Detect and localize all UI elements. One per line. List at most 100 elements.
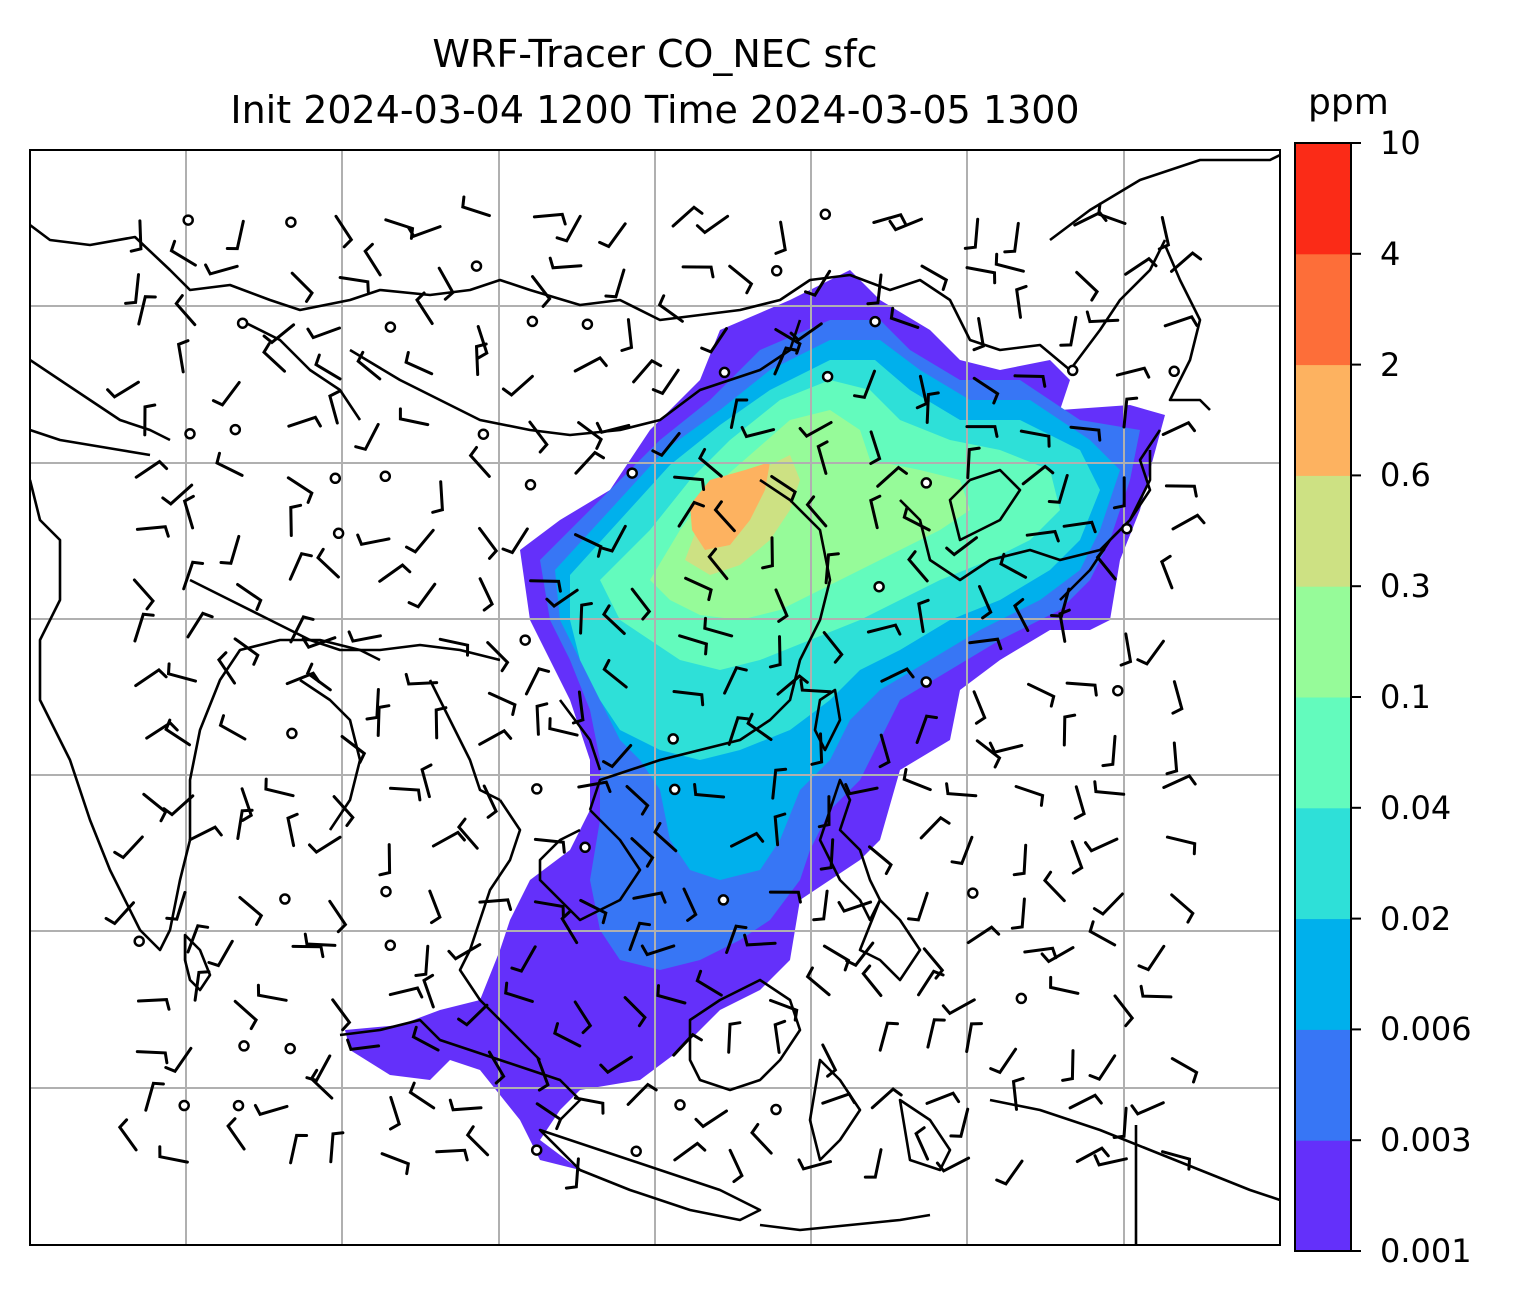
wind-barb <box>684 576 713 602</box>
colorbar-tick-label: 10 <box>1380 124 1421 162</box>
wind-barb <box>316 547 340 579</box>
colorbar-frame <box>1294 142 1352 1252</box>
calm-circle <box>626 467 638 479</box>
wind-barb <box>878 1021 899 1052</box>
wind-barb <box>164 718 191 747</box>
wind-barb <box>876 465 908 488</box>
calm-circle <box>531 783 543 795</box>
wind-barb <box>656 984 687 1005</box>
wind-barb <box>653 821 678 853</box>
wind-barb <box>532 212 567 226</box>
wind-barb <box>1097 202 1127 225</box>
wind-barb <box>164 1046 193 1074</box>
wind-barb <box>461 195 491 218</box>
calm-circle <box>718 366 731 379</box>
wind-barb <box>681 265 715 279</box>
wind-barb <box>1130 1101 1165 1116</box>
calm-circle <box>579 841 591 854</box>
colorbar-tick-label: 2 <box>1380 345 1401 384</box>
wind-barb <box>447 943 482 961</box>
calm-circle <box>630 1145 642 1158</box>
wind-barb <box>1119 632 1133 667</box>
wind-barb <box>968 637 1003 651</box>
wind-barb <box>805 966 831 997</box>
calm-circle <box>182 214 194 226</box>
wind-barb <box>682 887 698 922</box>
wind-barb <box>837 900 873 913</box>
wind-barb <box>1163 314 1199 328</box>
colorbar-tick-label: 0.04 <box>1380 788 1452 827</box>
colorbar <box>1295 142 1361 1252</box>
wind-barb <box>773 812 787 847</box>
map-title-line2: Init 2024-03-04 1200 Time 2024-03-05 130… <box>230 88 1080 132</box>
wind-barb <box>728 264 754 295</box>
wind-barb <box>1075 1146 1110 1163</box>
wind-barb <box>288 551 313 581</box>
calm-circle <box>674 1099 686 1111</box>
wind-barb <box>1023 946 1058 960</box>
calm-circle <box>380 885 392 898</box>
wind-barb <box>287 415 322 428</box>
wind-barb <box>434 706 448 740</box>
wind-barb <box>291 944 325 959</box>
wind-barb <box>478 728 513 746</box>
wind-barb <box>135 525 170 538</box>
wind-barb <box>774 328 802 355</box>
calm-circles <box>133 208 1180 1158</box>
wind-barb <box>1088 1054 1117 1082</box>
wind-barb <box>378 563 412 583</box>
wind-barb <box>137 295 157 326</box>
wind-barb <box>218 714 247 741</box>
gridlines <box>30 150 1280 1245</box>
wind-barb <box>919 815 951 840</box>
wind-barb <box>816 440 829 475</box>
tracer-plume <box>345 270 1165 1170</box>
wind-barb <box>902 768 932 792</box>
colorbar-segment <box>1295 143 1351 255</box>
wind-barb <box>853 369 876 399</box>
wind-barb <box>573 1096 605 1115</box>
wind-barb <box>420 763 433 799</box>
wind-barb <box>1025 529 1060 543</box>
colorbar-tick-label: 0.3 <box>1380 567 1431 606</box>
wind-barb <box>533 837 566 854</box>
wind-barb <box>920 264 949 291</box>
wind-barb <box>880 667 915 683</box>
wind-barb <box>137 998 171 1011</box>
wind-barb <box>1040 946 1075 964</box>
wind-barb <box>700 327 728 354</box>
wind-barb <box>286 476 314 504</box>
wind-barb <box>817 795 831 829</box>
wind-barb <box>972 376 1000 405</box>
colorbar-segment <box>1295 1140 1351 1252</box>
wind-barb <box>768 890 802 904</box>
wind-barb <box>1062 713 1077 747</box>
wind-barb <box>305 1054 332 1083</box>
wind-barb <box>770 475 797 503</box>
calm-circle <box>524 479 537 491</box>
wind-barb <box>776 674 809 696</box>
wind-barb <box>1011 1076 1025 1111</box>
calm-circle <box>920 676 932 688</box>
calm-circle <box>873 580 885 593</box>
wind-barb <box>404 351 434 376</box>
wind-barb <box>988 741 1024 754</box>
colorbar-segment <box>1295 697 1351 809</box>
wind-barb <box>356 533 391 547</box>
colorbar-unit: ppm <box>1308 82 1389 123</box>
calm-circle <box>238 1040 250 1052</box>
wind-barb <box>869 494 882 530</box>
wind-barb <box>124 273 140 305</box>
wind-barb <box>917 969 945 997</box>
wind-barb <box>524 667 551 696</box>
wind-barb <box>354 422 380 452</box>
wind-barb <box>628 921 651 952</box>
wind-barb <box>965 1022 983 1053</box>
wind-barb <box>132 578 155 611</box>
wind-barb <box>104 901 135 926</box>
wind-barb <box>1137 944 1166 972</box>
calm-circle <box>279 893 291 905</box>
wind-barb <box>435 1148 469 1162</box>
calm-circle <box>581 318 594 330</box>
wind-barb <box>226 1117 246 1151</box>
